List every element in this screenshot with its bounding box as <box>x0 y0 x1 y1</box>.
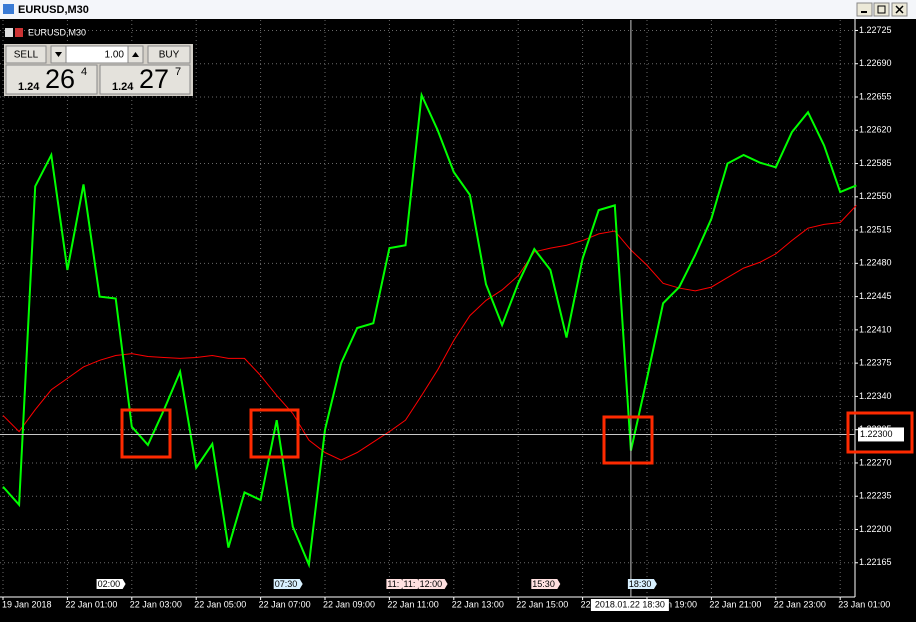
window-buttons[interactable] <box>856 2 908 17</box>
event-marker <box>402 579 421 589</box>
close-glyph <box>895 5 904 14</box>
highlight-box <box>249 408 300 459</box>
y-tick-label: 1.22515 <box>859 224 892 234</box>
y-tick-label: 1.22410 <box>859 324 892 334</box>
price-label-bg <box>858 427 904 442</box>
x-tick-label: 22 Jan 01:00 <box>65 599 117 609</box>
event-marker <box>531 579 561 589</box>
sell-label: SELL <box>14 50 39 61</box>
title-bar <box>0 0 916 19</box>
window-icon <box>3 4 14 14</box>
x-tick-label: 22 Jan 19:00 <box>645 599 697 609</box>
bid-small: 4 <box>81 66 87 78</box>
bid-big: 26 <box>45 64 75 94</box>
y-tick-label: 1.22200 <box>859 524 892 534</box>
sell-button[interactable] <box>5 45 47 64</box>
buy-label: BUY <box>159 50 180 61</box>
x-tick-label: 22 Jan 11:00 <box>387 599 438 609</box>
y-tick-label: 1.22480 <box>859 258 892 268</box>
x-tick-label: 19 Jan 2018 <box>2 599 52 609</box>
restore-button[interactable] <box>873 2 890 17</box>
y-tick-label: 1.22165 <box>859 557 892 567</box>
x-tick-label: 22 Jan 13:00 <box>452 599 504 609</box>
y-tick-label: 1.22725 <box>859 25 892 35</box>
trade-panel: SELL 1.00 BUY 1.24 26 4 1.24 27 7 <box>4 44 193 96</box>
minimize-button[interactable] <box>856 2 873 17</box>
event-marker-label: 12:00 <box>420 579 443 589</box>
x-tick-label: 22 Jan 21:00 <box>709 599 761 609</box>
event-marker <box>418 579 448 589</box>
x-tick-label: 22 Jan 23:00 <box>774 599 826 609</box>
event-marker <box>627 579 657 589</box>
y-tick-label: 1.22375 <box>859 358 892 368</box>
event-marker <box>273 579 303 589</box>
y-tick-label: 1.22585 <box>859 158 892 168</box>
y-tick-label: 1.22620 <box>859 125 892 135</box>
event-marker <box>386 579 405 589</box>
highlight-box <box>602 415 654 465</box>
highlight-box <box>846 411 914 454</box>
lot-value: 1.00 <box>105 50 125 61</box>
y-tick-label: 1.22235 <box>859 491 892 501</box>
window-title: EURUSD,M30 <box>18 4 89 16</box>
chart-label: EURUSD,M30 <box>28 27 86 37</box>
event-marker-label: 18:30 <box>629 579 652 589</box>
y-tick-label: 1.22655 <box>859 91 892 101</box>
x-tick-label: 22 Jan 09:00 <box>323 599 375 609</box>
ask-box[interactable] <box>99 64 191 95</box>
time-label-bg <box>590 599 669 611</box>
event-marker-label: 11: <box>387 579 399 589</box>
symbol-icon <box>5 28 13 37</box>
x-tick-label: 22 Jan 03:00 <box>130 599 182 609</box>
flag-icon <box>15 28 23 37</box>
plot-area: 1.22725 1.22690 1.22655 1.22620 1.22585 1.225… <box>0 20 892 609</box>
y-tick-label: 1.22340 <box>859 391 892 401</box>
highlight-box <box>120 408 172 459</box>
event-marker-label: 02:00 <box>98 579 121 589</box>
up-arrow <box>132 52 139 57</box>
y-tick-label: 1.22270 <box>859 457 892 467</box>
ask-small: 7 <box>175 66 181 78</box>
series-line <box>2 91 857 569</box>
x-tick-label: 22 Jan 07:00 <box>259 599 311 609</box>
event-marker-label: 11: <box>404 579 416 589</box>
x-tick-label: 22 Jan 15:00 <box>516 599 568 609</box>
y-tick-label: 1.22550 <box>859 191 892 201</box>
restore-glyph <box>877 5 886 14</box>
y-tick-label: 1.22445 <box>859 291 892 301</box>
ask-prefix: 1.24 <box>112 81 134 93</box>
x-tick-label: 23 Jan 01:00 <box>838 599 890 609</box>
ask-big: 27 <box>139 64 169 94</box>
series-line <box>2 205 857 461</box>
crosshair-time: 2018.01.22 18:30 <box>595 599 665 609</box>
event-marker-label: 07:30 <box>275 579 298 589</box>
x-tick-label: 22 Jan 05:00 <box>194 599 246 609</box>
buy-button[interactable] <box>147 45 191 64</box>
bid-prefix: 1.24 <box>18 81 40 93</box>
down-arrow <box>55 52 62 57</box>
event-marker <box>96 579 126 589</box>
bid-box[interactable] <box>5 64 98 95</box>
event-marker-label: 15:30 <box>532 579 555 589</box>
y-tick-label: 1.22690 <box>859 58 892 68</box>
current-price-label: 1.22300 <box>860 429 893 439</box>
